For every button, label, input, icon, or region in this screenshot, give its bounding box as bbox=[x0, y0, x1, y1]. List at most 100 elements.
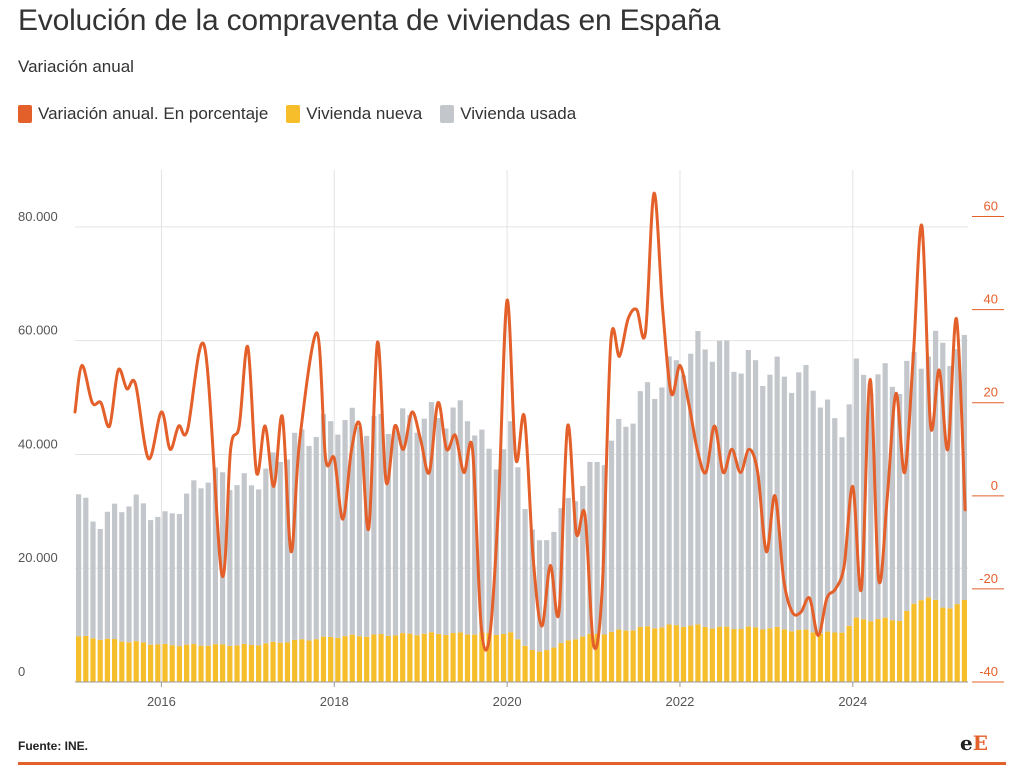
bar-vivienda-usada bbox=[954, 349, 960, 605]
y-left-tick-label: 60.000 bbox=[18, 323, 58, 338]
bar-vivienda-nueva bbox=[400, 633, 406, 682]
bar-vivienda-nueva bbox=[940, 607, 946, 682]
bar-vivienda-usada bbox=[788, 392, 795, 632]
bar-vivienda-usada bbox=[709, 361, 715, 629]
y-right-tick-label: 60 bbox=[984, 199, 998, 214]
bar-vivienda-usada bbox=[644, 382, 651, 627]
bar-vivienda-nueva bbox=[184, 644, 190, 682]
bar-vivienda-nueva bbox=[580, 636, 586, 682]
bar-vivienda-nueva bbox=[587, 633, 593, 682]
bar-vivienda-usada bbox=[392, 430, 399, 636]
bar-vivienda-usada bbox=[659, 387, 665, 628]
bar-vivienda-nueva bbox=[558, 643, 564, 682]
bar-vivienda-usada bbox=[587, 461, 593, 634]
bar-vivienda-nueva bbox=[788, 631, 795, 682]
bar-vivienda-usada bbox=[414, 432, 420, 636]
bar-vivienda-nueva bbox=[457, 632, 463, 682]
bar-vivienda-nueva bbox=[472, 634, 478, 682]
bar-vivienda-usada bbox=[270, 452, 276, 642]
bar-vivienda-nueva bbox=[83, 635, 89, 682]
bar-vivienda-nueva bbox=[839, 632, 845, 682]
bar-vivienda-usada bbox=[803, 364, 809, 630]
bar-vivienda-nueva bbox=[572, 639, 579, 682]
bar-vivienda-nueva bbox=[414, 635, 420, 682]
bar-vivienda-nueva bbox=[875, 619, 881, 682]
bar-vivienda-nueva bbox=[731, 629, 737, 682]
bar-vivienda-usada bbox=[299, 429, 305, 640]
bar-vivienda-nueva bbox=[349, 634, 355, 682]
bar-vivienda-nueva bbox=[342, 636, 348, 682]
bar-vivienda-nueva bbox=[659, 627, 665, 682]
bar-vivienda-usada bbox=[140, 503, 147, 643]
chart-area: 0 20.000 40.000 60.000 80.000 -40 -20 0 20 40 60 20… bbox=[18, 170, 1004, 709]
bar-vivienda-nueva bbox=[392, 635, 399, 682]
bar-vivienda-nueva bbox=[356, 636, 363, 682]
bar-vivienda-usada bbox=[508, 421, 514, 633]
bar-vivienda-nueva bbox=[796, 629, 802, 682]
bar-vivienda-usada bbox=[702, 349, 708, 627]
bar-vivienda-usada bbox=[860, 374, 867, 620]
bar-vivienda-nueva bbox=[428, 632, 435, 682]
y-left-tick-label: 80.000 bbox=[18, 209, 58, 224]
bar-vivienda-usada bbox=[688, 353, 694, 626]
bar-vivienda-usada bbox=[904, 360, 910, 611]
bar-vivienda-nueva bbox=[162, 643, 168, 682]
bar-vivienda-nueva bbox=[385, 635, 391, 682]
legend-swatch-vivienda-usada bbox=[440, 105, 455, 123]
bar-vivienda-usada bbox=[630, 423, 636, 631]
bar-vivienda-nueva bbox=[961, 600, 967, 682]
bar-vivienda-nueva bbox=[292, 639, 298, 682]
bar-vivienda-usada bbox=[824, 399, 831, 632]
bar-vivienda-nueva bbox=[644, 626, 651, 682]
bar-vivienda-nueva bbox=[140, 642, 147, 682]
bar-vivienda-nueva bbox=[608, 631, 615, 682]
x-tick-label: 2016 bbox=[147, 694, 176, 709]
bar-vivienda-usada bbox=[436, 418, 442, 634]
bar-vivienda-usada bbox=[868, 393, 874, 622]
bar-vivienda-usada bbox=[500, 449, 507, 634]
bar-vivienda-nueva bbox=[479, 632, 485, 682]
bar-vivienda-usada bbox=[839, 437, 845, 633]
bar-vivienda-usada bbox=[335, 434, 341, 638]
bar-vivienda-usada bbox=[889, 386, 895, 621]
bar-vivienda-usada bbox=[464, 421, 471, 635]
bar-vivienda-nueva bbox=[666, 624, 672, 682]
bar-vivienda-usada bbox=[652, 398, 658, 629]
bar-vivienda-usada bbox=[896, 393, 903, 621]
bar-vivienda-nueva bbox=[256, 645, 262, 682]
bar-vivienda-nueva bbox=[320, 636, 327, 682]
bar-vivienda-nueva bbox=[191, 644, 197, 682]
bar-vivienda-nueva bbox=[104, 638, 111, 682]
x-tick-label: 2018 bbox=[320, 694, 349, 709]
bar-vivienda-usada bbox=[911, 352, 917, 604]
bar-vivienda-usada bbox=[407, 415, 413, 634]
bar-vivienda-nueva bbox=[464, 634, 471, 682]
bar-vivienda-nueva bbox=[234, 645, 240, 682]
bar-vivienda-nueva bbox=[846, 625, 852, 682]
bar-vivienda-nueva bbox=[652, 628, 658, 682]
bar-vivienda-usada bbox=[443, 428, 449, 636]
bar-vivienda-usada bbox=[817, 407, 823, 634]
x-tick-label: 2022 bbox=[665, 694, 694, 709]
bar-vivienda-usada bbox=[169, 513, 175, 646]
bar-vivienda-nueva bbox=[263, 643, 269, 682]
bar-vivienda-usada bbox=[191, 480, 197, 645]
bar-vivienda-nueva bbox=[176, 646, 183, 682]
bar-vivienda-usada bbox=[796, 372, 802, 630]
bar-vivienda-usada bbox=[594, 461, 600, 634]
bar-vivienda-nueva bbox=[212, 644, 219, 682]
bar-vivienda-nueva bbox=[767, 628, 773, 682]
legend-swatch-variacion bbox=[18, 105, 32, 123]
source-note: Fuente: INE. bbox=[18, 739, 89, 753]
bar-vivienda-nueva bbox=[630, 630, 636, 682]
line-variacion-anual bbox=[73, 191, 967, 652]
bar-vivienda-nueva bbox=[299, 639, 305, 682]
bar-vivienda-usada bbox=[133, 494, 139, 642]
bar-vivienda-nueva bbox=[155, 644, 161, 682]
bar-vivienda-usada bbox=[832, 418, 838, 633]
bar-vivienda-usada bbox=[212, 467, 219, 645]
bar-vivienda-nueva bbox=[90, 638, 96, 682]
bar-vivienda-usada bbox=[616, 418, 622, 630]
bar-vivienda-usada bbox=[234, 485, 240, 646]
bar-vivienda-usada bbox=[716, 340, 723, 627]
